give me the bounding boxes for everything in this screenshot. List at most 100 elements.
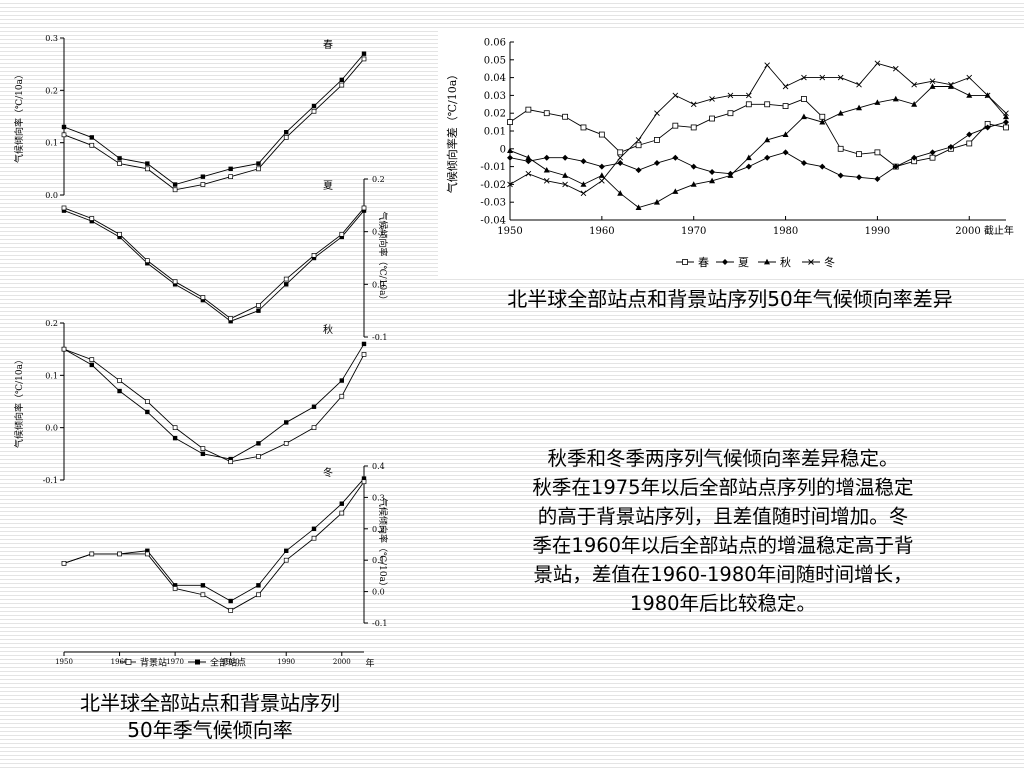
y-tick-label: 0.1 (372, 556, 385, 565)
data-point (892, 163, 899, 170)
data-point (1003, 113, 1009, 120)
data-point (256, 441, 261, 446)
data-point (507, 119, 513, 125)
data-point (782, 103, 789, 109)
data-point (911, 101, 918, 107)
data-point (361, 352, 367, 357)
data-point (819, 118, 826, 125)
data-point (745, 154, 752, 161)
data-point (745, 101, 752, 108)
y-tick-label: 0.0 (372, 588, 385, 597)
y-tick-label: 0.0 (372, 280, 385, 289)
data-point (654, 110, 660, 117)
data-point (311, 255, 317, 261)
data-point (672, 188, 679, 194)
x-tick-label: 1960 (589, 226, 614, 237)
y-tick-label: 0.2 (45, 319, 58, 328)
data-point (283, 276, 289, 282)
legend: 背景站 全部站点 (120, 657, 246, 669)
data-point (598, 172, 605, 178)
data-point (966, 140, 973, 147)
y-tick-label: 0.1 (372, 228, 385, 237)
data-point (874, 176, 881, 183)
data-point (144, 399, 150, 404)
x-tick-label: 1970 (681, 226, 706, 237)
legend-label: 冬 (824, 255, 835, 269)
series-line (63, 210, 365, 322)
data-point (764, 101, 771, 108)
y-tick-label: 0.04 (484, 73, 506, 84)
data-point (635, 167, 642, 174)
data-point (361, 479, 367, 485)
data-point (709, 168, 716, 175)
data-point (284, 420, 289, 425)
data-point (339, 231, 345, 237)
data-point (200, 174, 206, 179)
data-point (617, 154, 624, 161)
data-point (837, 145, 844, 152)
data-point (361, 56, 367, 62)
data-point (507, 147, 513, 153)
data-point (727, 172, 734, 178)
data-point (543, 154, 550, 161)
y-tick-label: -0.01 (480, 162, 506, 173)
data-point (892, 65, 899, 72)
data-point (598, 163, 605, 170)
left-figure-caption-line1: 北半球全部站点和背景站序列 (80, 691, 340, 715)
y-tick-label: 0.02 (484, 109, 506, 120)
y-tick-label: 0.4 (372, 462, 385, 471)
data-point (117, 231, 122, 237)
data-point (89, 362, 94, 368)
season-label: 秋 (323, 323, 333, 336)
data-point (856, 151, 862, 158)
data-point (580, 124, 587, 131)
data-point (856, 104, 863, 111)
y-tick-label: 0.3 (372, 493, 385, 502)
data-point (200, 295, 206, 300)
data-point (819, 163, 826, 170)
data-point (89, 142, 95, 148)
series-line (509, 121, 1007, 180)
data-point (200, 182, 206, 187)
data-point (228, 174, 234, 180)
series-line (509, 62, 1007, 194)
data-point (61, 560, 67, 566)
data-point (284, 282, 289, 287)
data-point (61, 124, 67, 130)
x-tick-label: 1980 (222, 658, 240, 666)
data-point (722, 259, 728, 265)
data-point (339, 378, 344, 383)
data-point (145, 409, 150, 415)
data-point (172, 187, 178, 193)
data-point (764, 154, 771, 161)
y-tick-label: 0.0 (45, 424, 58, 433)
data-point (228, 319, 233, 324)
data-point (311, 404, 317, 409)
data-point (984, 124, 991, 131)
data-point (801, 96, 807, 102)
data-point (256, 308, 261, 313)
data-point (117, 388, 122, 394)
y-tick-label: 0.3 (45, 34, 58, 43)
data-point (709, 115, 715, 122)
series-line (63, 207, 365, 320)
data-point (311, 103, 317, 109)
data-point (311, 425, 317, 431)
description-line: 1980年后比较稳定。 (629, 592, 817, 615)
data-point (89, 135, 94, 140)
data-point (929, 154, 936, 161)
data-point (144, 166, 150, 172)
series-line (509, 86, 1007, 209)
data-point (635, 142, 642, 149)
data-point (874, 60, 881, 67)
seasonal-trend-chart-svg: 0.00.10.20.3气候倾向率（℃/10a）春0.20.10.0-0.1气候… (13, 34, 389, 669)
chart-background (438, 30, 1024, 278)
data-point (117, 156, 122, 161)
data-point (172, 586, 178, 591)
data-point (782, 83, 789, 90)
data-point (911, 81, 917, 88)
y-tick-label: 0.01 (484, 127, 506, 138)
data-point (874, 149, 881, 156)
description-line: 秋季和冬季两序列气候倾向率差异稳定。 (547, 447, 899, 470)
x-tick-label: 1960 (111, 658, 129, 666)
